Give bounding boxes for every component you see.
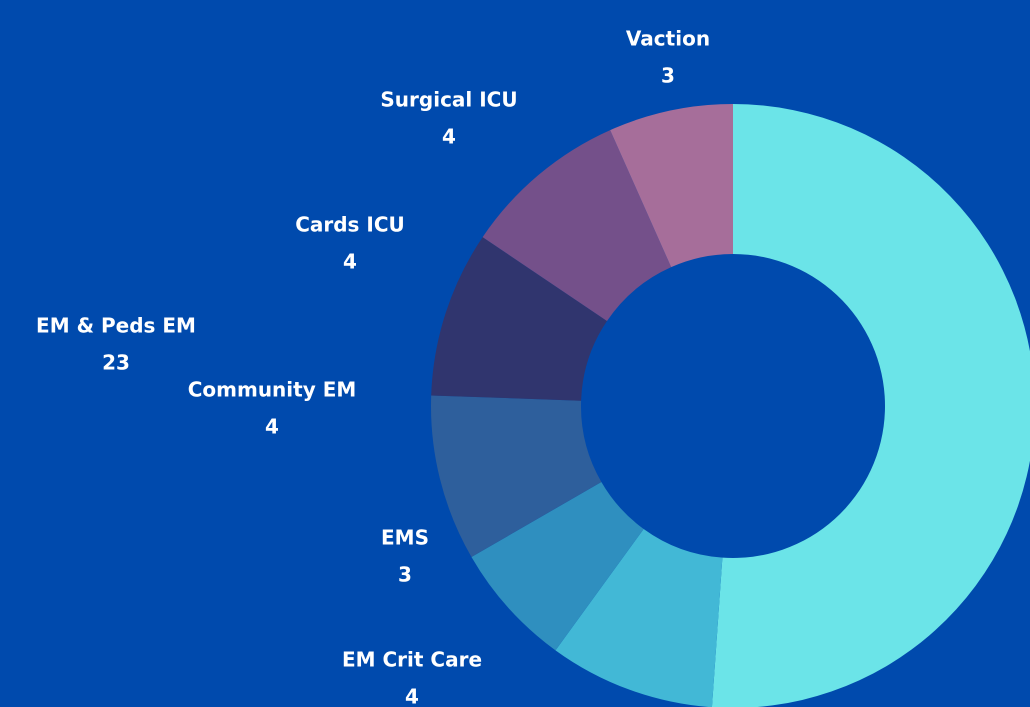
slice-label: EM Crit Care [342,648,482,672]
donut-slice [431,237,607,401]
slice-value: 4 [265,415,279,439]
donut-slice [555,528,723,707]
slice-value: 4 [343,250,357,274]
donut-slice [711,104,1030,707]
slice-value: 4 [405,685,419,707]
donut-slice [482,130,672,322]
slice-label: Surgical ICU [380,88,517,112]
slice-label: EM & Peds EM [36,314,196,338]
slice-label: EMS [381,526,429,550]
donut-slice [471,482,644,651]
slice-value: 3 [661,64,675,88]
donut-slice [431,395,602,557]
slice-label: Community EM [188,378,357,402]
slice-value: 3 [398,563,412,587]
slice-value: 4 [442,125,456,149]
slice-label: Vaction [626,27,710,51]
slice-label: Cards ICU [295,213,405,237]
slice-value: 23 [102,351,130,375]
donut-slice [610,104,733,268]
